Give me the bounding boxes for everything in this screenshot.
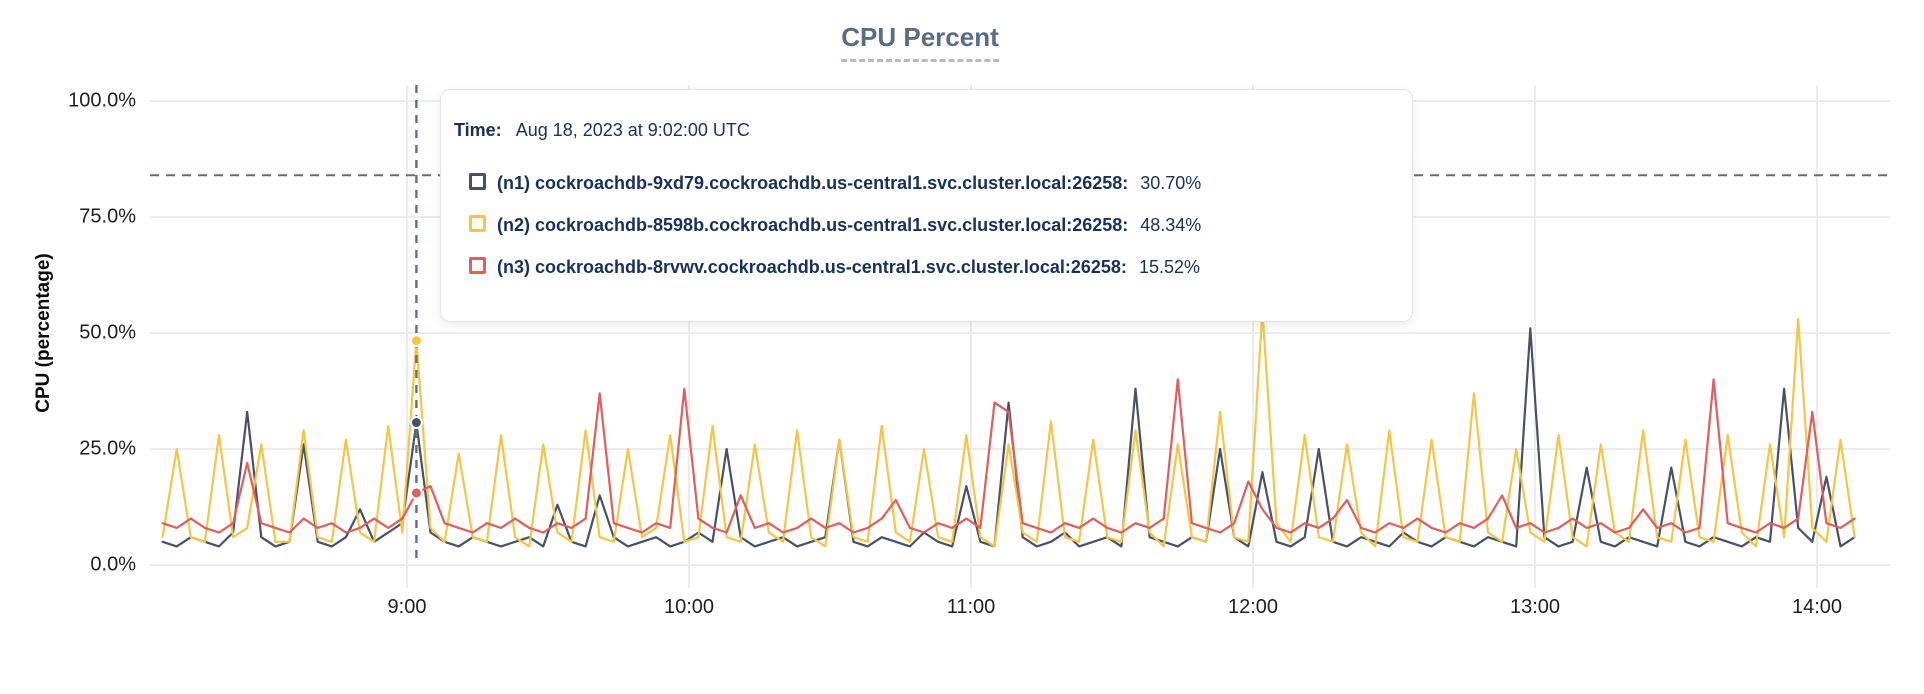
- x-tick-label: 14:00: [1791, 596, 1843, 618]
- y-tick-label: 0.0%: [90, 553, 136, 576]
- y-tick-label: 50.0%: [79, 321, 136, 344]
- y-tick-label: 100.0%: [68, 89, 136, 112]
- legend-row-n3: (n3) cockroachdb-8rvwv.cockroachdb.us-ce…: [469, 257, 1412, 277]
- y-tick-label: 75.0%: [79, 205, 136, 228]
- series-n1-label: (n1) cockroachdb-9xd79.cockroachdb.us-ce…: [497, 173, 1129, 193]
- series-n1-swatch-icon: [469, 173, 486, 190]
- series-line-n2: [161, 308, 1856, 548]
- legend-row-n1: (n1) cockroachdb-9xd79.cockroachdb.us-ce…: [469, 173, 1412, 193]
- series-n2-swatch-icon: [469, 215, 486, 232]
- x-tick-label: 12:00: [1227, 596, 1279, 618]
- x-tick-label: 13:00: [1509, 596, 1561, 618]
- x-tick-label: 11:00: [946, 596, 996, 618]
- chart-title: CPU Percent: [841, 22, 999, 62]
- tooltip-time-value: Aug 18, 2023 at 9:02:00 UTC: [515, 120, 750, 140]
- legend-row-n2: (n2) cockroachdb-8598b.cockroachdb.us-ce…: [469, 215, 1412, 235]
- y-tick-label: 25.0%: [79, 437, 136, 460]
- series-n3-value: 15.52%: [1138, 257, 1200, 277]
- chart-tooltip: Time: Aug 18, 2023 at 9:02:00 UTC (n1) co…: [440, 89, 1413, 322]
- cursor-dot-n2: [409, 334, 423, 348]
- tooltip-time-label: Time:: [454, 120, 502, 140]
- series-n2-value: 48.34%: [1140, 215, 1202, 235]
- series-line-n3: [161, 378, 1856, 534]
- series-n3-swatch-icon: [469, 257, 486, 274]
- x-tick-label: 9:00: [387, 596, 427, 618]
- series-n1-value: 30.70%: [1140, 173, 1202, 193]
- chart-title-text[interactable]: CPU Percent: [841, 22, 999, 62]
- x-tick-label: 10:00: [663, 596, 715, 618]
- series-n2-label: (n2) cockroachdb-8598b.cockroachdb.us-ce…: [497, 215, 1129, 235]
- series-n3-label: (n3) cockroachdb-8rvwv.cockroachdb.us-ce…: [497, 257, 1127, 277]
- tooltip-time-row: Time: Aug 18, 2023 at 9:02:00 UTC: [454, 120, 1412, 141]
- cursor-dot-n3: [409, 486, 423, 500]
- cursor-dot-n1: [409, 416, 423, 430]
